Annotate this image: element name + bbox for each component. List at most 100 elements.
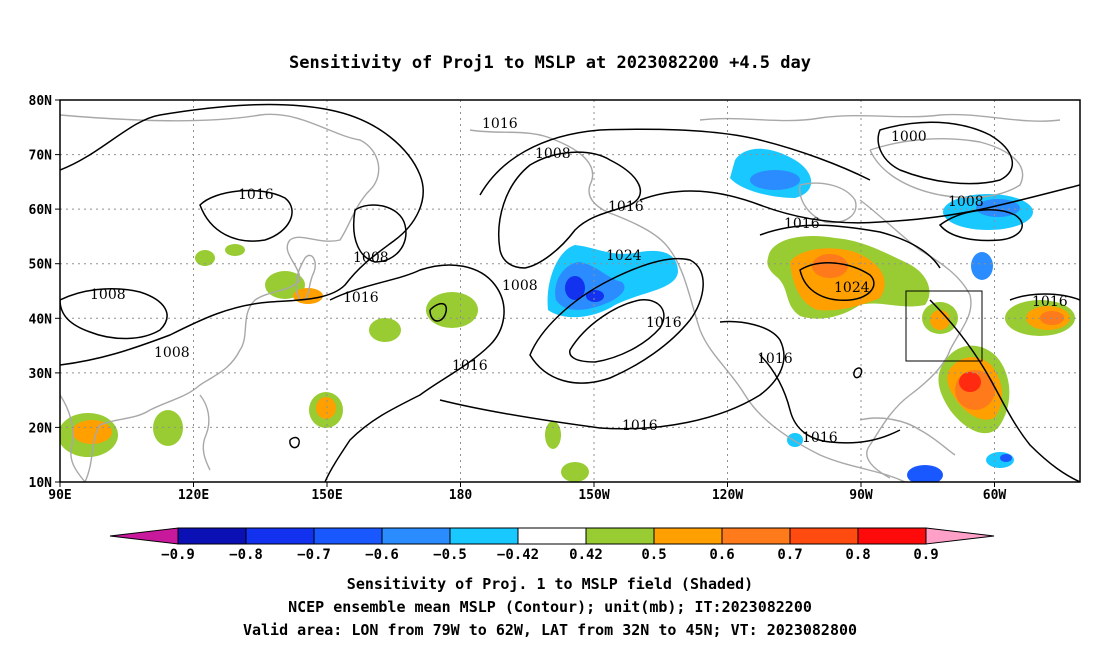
mslp-contour	[569, 299, 665, 363]
valid-area-box	[905, 290, 983, 362]
contour-label: 1008	[90, 287, 126, 303]
colorbar-tick-label: −0.6	[365, 547, 399, 563]
mslp-contour	[759, 354, 901, 444]
longitude-axis: 90E 120E 150E 180 150W 120W 90W 60W	[48, 482, 1006, 503]
colorbar-bin	[313, 527, 383, 545]
contour-label: 1000	[891, 129, 927, 145]
colorbar-bin	[449, 527, 519, 545]
contour-label: 1016	[784, 216, 820, 232]
positive-sensitivity-region	[153, 410, 183, 446]
coastline-philippines	[199, 394, 211, 471]
lon-tick-label: 60W	[983, 488, 1007, 503]
contour-label: 1016	[646, 315, 682, 331]
mslp-contour	[439, 320, 785, 430]
colorbar-tick-label: 0.42	[569, 547, 603, 563]
coastline-japan	[295, 254, 316, 301]
contour-label: 1016	[482, 116, 518, 132]
coastline-hudson-bay	[799, 182, 857, 224]
colorbar-bin	[381, 527, 451, 545]
lon-tick-label: 90W	[849, 488, 873, 503]
mslp-contour	[429, 303, 447, 322]
positive-sensitivity-region	[426, 292, 478, 328]
lat-tick-label: 10N	[29, 476, 53, 491]
negative-sensitivity-region	[1000, 454, 1012, 462]
colorbar-tick-label: 0.5	[641, 547, 666, 563]
positive-sensitivity-region	[561, 462, 589, 482]
positive-sensitivity-region	[195, 250, 215, 266]
contour-label: 1016	[608, 199, 644, 215]
lat-tick-label: 20N	[29, 421, 53, 436]
mslp-contour	[799, 262, 875, 301]
colorbar-tick-label: −0.5	[433, 547, 467, 563]
colorbar-tick-label: 0.9	[913, 547, 938, 563]
colorbar-tick-label: 0.7	[777, 547, 802, 563]
contour-label: 1008	[353, 250, 389, 266]
figure-title: Sensitivity of Proj1 to MSLP at 20230822…	[289, 53, 811, 73]
positive-sensitivity-region	[225, 244, 245, 256]
map-frame	[59, 99, 1081, 483]
lat-tick-label: 70N	[29, 149, 53, 164]
contour-label: 1016	[343, 290, 379, 306]
colorbar-bin	[585, 527, 655, 545]
coastlines	[60, 113, 1061, 482]
mslp-contour	[289, 436, 300, 449]
negative-sensitivity-region	[565, 276, 585, 300]
positive-sensitivity-region	[316, 397, 336, 419]
lon-tick-label: 120E	[178, 488, 209, 503]
negative-sensitivity-region	[971, 252, 993, 280]
mslp-contour	[479, 128, 871, 196]
coastline-canada-arctic	[699, 113, 1061, 122]
map-panel: 1016 1008 1016 1008 1016 1016 1000 1008 …	[29, 94, 1081, 503]
mslp-contour	[529, 257, 704, 384]
lon-tick-label: 90E	[48, 488, 71, 503]
colorbar-tick-label: −0.9	[161, 547, 195, 563]
footer-line-2: NCEP ensemble mean MSLP (Contour); unit(…	[288, 598, 812, 616]
mslp-contour	[60, 288, 168, 340]
mslp-contour	[929, 299, 1080, 482]
graticule	[60, 100, 1080, 482]
mslp-contour	[938, 209, 1023, 242]
coastline-caribbean	[859, 417, 956, 456]
lat-tick-label: 80N	[29, 94, 53, 109]
colorbar-above-max-triangle	[925, 527, 995, 545]
colorbar: −0.9 −0.8 −0.7 −0.6 −0.5 −0.42 0.42 0.5 0.6 0.7 0.…	[109, 527, 995, 563]
colorbar-tick-label: 0.6	[709, 547, 734, 563]
negative-sensitivity-region	[750, 170, 800, 190]
lat-tick-label: 60N	[29, 203, 53, 218]
mslp-contour	[60, 103, 424, 366]
mslp-contour	[877, 121, 1014, 185]
mslp-contour	[759, 224, 941, 269]
lon-tick-label: 180	[449, 488, 473, 503]
mslp-contour	[199, 189, 293, 242]
lon-tick-label: 150E	[311, 488, 342, 503]
contour-label: 1008	[535, 146, 571, 162]
contour-label: 1024	[834, 280, 870, 296]
colorbar-tick-label: 0.8	[845, 547, 870, 563]
lat-tick-label: 40N	[29, 312, 53, 327]
positive-sensitivity-region	[959, 372, 981, 392]
contour-label: 1008	[502, 278, 538, 294]
mslp-contour	[498, 151, 642, 269]
negative-sensitivity-region	[907, 465, 943, 482]
contour-labels: 1016 1008 1016 1008 1016 1016 1000 1008 …	[90, 116, 1068, 446]
negative-sensitivity-region	[586, 290, 604, 302]
mslp-contour	[353, 204, 407, 263]
mslp-contour	[639, 184, 1080, 224]
colorbar-bin	[245, 527, 315, 545]
lon-tick-label: 120W	[712, 488, 743, 503]
coastline-alaska	[469, 129, 671, 251]
positive-sensitivity-region	[72, 420, 112, 444]
lon-tick-label: 150W	[578, 488, 609, 503]
colorbar-bin	[517, 527, 587, 545]
coastline-greenland	[869, 138, 1024, 199]
lat-tick-label: 50N	[29, 258, 53, 273]
colorbar-bin	[789, 527, 859, 545]
mslp-contour	[853, 367, 863, 379]
coastline-southeast-asia	[60, 394, 86, 482]
contour-label: 1024	[606, 248, 642, 264]
latitude-axis: 80N 70N 60N 50N 40N 30N 20N 10N	[29, 94, 60, 491]
positive-sensitivity-region	[930, 310, 950, 330]
contour-label: 1016	[757, 351, 793, 367]
colorbar-tick-label: −0.42	[497, 547, 539, 563]
